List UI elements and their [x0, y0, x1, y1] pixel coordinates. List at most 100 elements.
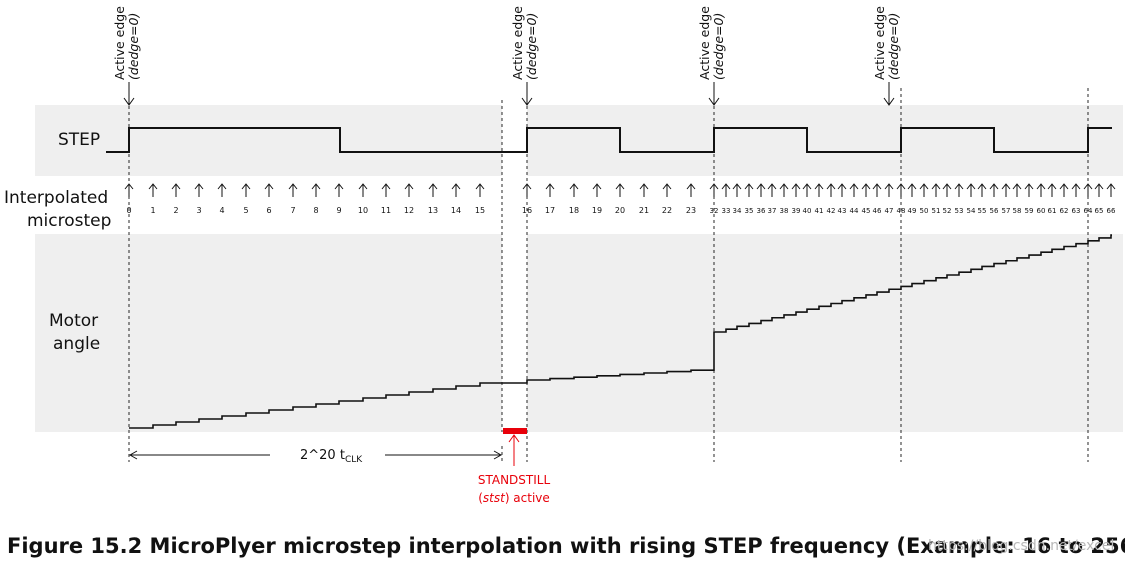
microstep-arrow-head-60 [1036, 183, 1046, 190]
microstep-arrow-head-38 [779, 183, 789, 190]
microstep-label-59: 59 [1025, 207, 1034, 215]
microstep-arrow-head-61 [1047, 183, 1057, 190]
microstep-label-37: 37 [768, 207, 777, 215]
microstep-arrow-head-55 [977, 183, 987, 190]
microstep-arrow-head-40 [802, 183, 812, 190]
signal-band-0-right [527, 105, 1123, 176]
motor-angle-label-line1: Motor [49, 311, 99, 331]
microstep-label-15: 15 [475, 206, 485, 215]
microstep-arrow-head-59 [1024, 183, 1034, 190]
microstep-label-10: 10 [358, 206, 368, 215]
active-edge-sublabel-3: (dedge=0) [886, 13, 901, 80]
microstep-label-33: 33 [722, 207, 731, 215]
microstep-label-51: 51 [932, 207, 941, 215]
standstill-arrow-head [508, 434, 520, 443]
microstep-arrow-head-19 [592, 183, 602, 190]
microstep-arrow-head-20 [615, 183, 625, 190]
microstep-label-13: 13 [428, 206, 438, 215]
active-edge-label-1: Active edge [510, 6, 525, 80]
microstep-label-19: 19 [592, 206, 602, 215]
microstep-label-16: 16 [522, 206, 532, 215]
microstep-arrow-head-12 [404, 183, 414, 190]
microstep-arrow-head-58 [1012, 183, 1022, 190]
microstep-arrow-head-16 [522, 183, 532, 190]
figure-caption: Figure 15.2 MicroPlyer microstep interpo… [7, 534, 1125, 558]
microstep-arrow-head-51 [931, 183, 941, 190]
microstep-label-66: 66 [1107, 207, 1116, 215]
microstep-label-63: 63 [1072, 207, 1081, 215]
microstep-label-18: 18 [569, 206, 579, 215]
microstep-arrow-head-10 [358, 183, 368, 190]
microstep-arrow-head-15 [475, 183, 485, 190]
microstep-arrow-head-9 [334, 183, 344, 190]
microstep-label-48: 48 [897, 207, 906, 215]
microstep-label-52: 52 [943, 207, 952, 215]
active-edge-label-0: Active edge [112, 6, 127, 80]
microstep-label-60: 60 [1037, 207, 1046, 215]
microstep-label-12: 12 [404, 206, 414, 215]
microstep-arrow-head-53 [954, 183, 964, 190]
microstep-label-56: 56 [990, 207, 999, 215]
microstep-arrow-head-13 [428, 183, 438, 190]
microstep-label-20: 20 [615, 206, 625, 215]
timing-arrow-right-head [493, 450, 503, 460]
microstep-arrow-head-66 [1106, 183, 1116, 190]
microstep-arrow-head-57 [1001, 183, 1011, 190]
microstep-arrow-head-45 [861, 183, 871, 190]
microstep-label-57: 57 [1002, 207, 1011, 215]
microstep-arrow-head-32 [709, 183, 719, 190]
active-edge-arrow-head-3 [883, 97, 895, 106]
microstep-arrow-head-0 [124, 183, 134, 190]
active-edge-arrow-head-2 [708, 97, 720, 106]
microstep-label-61: 61 [1048, 207, 1057, 215]
watermark-text: https://blog.csdn.net/excel [928, 538, 1115, 554]
microstep-arrow-head-52 [942, 183, 952, 190]
microstep-arrow-head-34 [732, 183, 742, 190]
microstep-label-9: 9 [336, 206, 341, 215]
microstep-label-64: 64 [1084, 207, 1093, 215]
microstep-label-40: 40 [803, 207, 812, 215]
microstep-arrow-head-14 [451, 183, 461, 190]
active-edge-arrow-head-1 [521, 97, 533, 106]
microstep-label-0: 0 [126, 206, 131, 215]
signal-band-0-left [35, 105, 502, 176]
active-edge-marker-0: Active edge (dedge=0) [112, 6, 141, 106]
microstep-label-46: 46 [873, 207, 882, 215]
standstill-label: STANDSTILL [478, 473, 551, 487]
microstep-arrow-head-33 [721, 183, 731, 190]
microstep-arrow-head-42 [826, 183, 836, 190]
microstep-arrow-head-54 [966, 183, 976, 190]
microstep-label-38: 38 [780, 207, 789, 215]
microstep-arrow-head-49 [907, 183, 917, 190]
microstep-label-41: 41 [815, 207, 824, 215]
microstep-arrow-head-1 [148, 183, 158, 190]
microstep-label-43: 43 [838, 207, 847, 215]
standstill-active: ) active [505, 491, 550, 505]
active-edge-sublabel-2: (dedge=0) [711, 13, 726, 80]
microstep-arrow-head-65 [1094, 183, 1104, 190]
microstep-arrow-head-23 [686, 183, 696, 190]
active-edge-marker-1: Active edge (dedge=0) [510, 6, 539, 106]
timing-arrow-left-head [128, 450, 138, 460]
microstep-arrow-head-43 [837, 183, 847, 190]
microstep-label-22: 22 [662, 206, 672, 215]
microstep-label-65: 65 [1095, 207, 1104, 215]
active-edge-label-3: Active edge [872, 6, 887, 80]
microstep-label-5: 5 [243, 206, 248, 215]
microstep-label-42: 42 [827, 207, 836, 215]
active-edge-marker-2: Active edge (dedge=0) [697, 6, 726, 106]
microstep-arrow-head-56 [989, 183, 999, 190]
microstep-label-11: 11 [381, 206, 391, 215]
microstep-arrow-head-18 [569, 183, 579, 190]
microstep-label-39: 39 [792, 207, 801, 215]
standstill-bar [503, 428, 527, 434]
motor-angle-staircase [129, 234, 1112, 429]
microstep-label-21: 21 [639, 206, 649, 215]
microstep-label-32: 32 [710, 207, 719, 215]
microstep-arrow-head-46 [872, 183, 882, 190]
microstep-arrow-head-21 [639, 183, 649, 190]
microstep-label-49: 49 [908, 207, 917, 215]
microstep-label-1: 1 [150, 206, 155, 215]
